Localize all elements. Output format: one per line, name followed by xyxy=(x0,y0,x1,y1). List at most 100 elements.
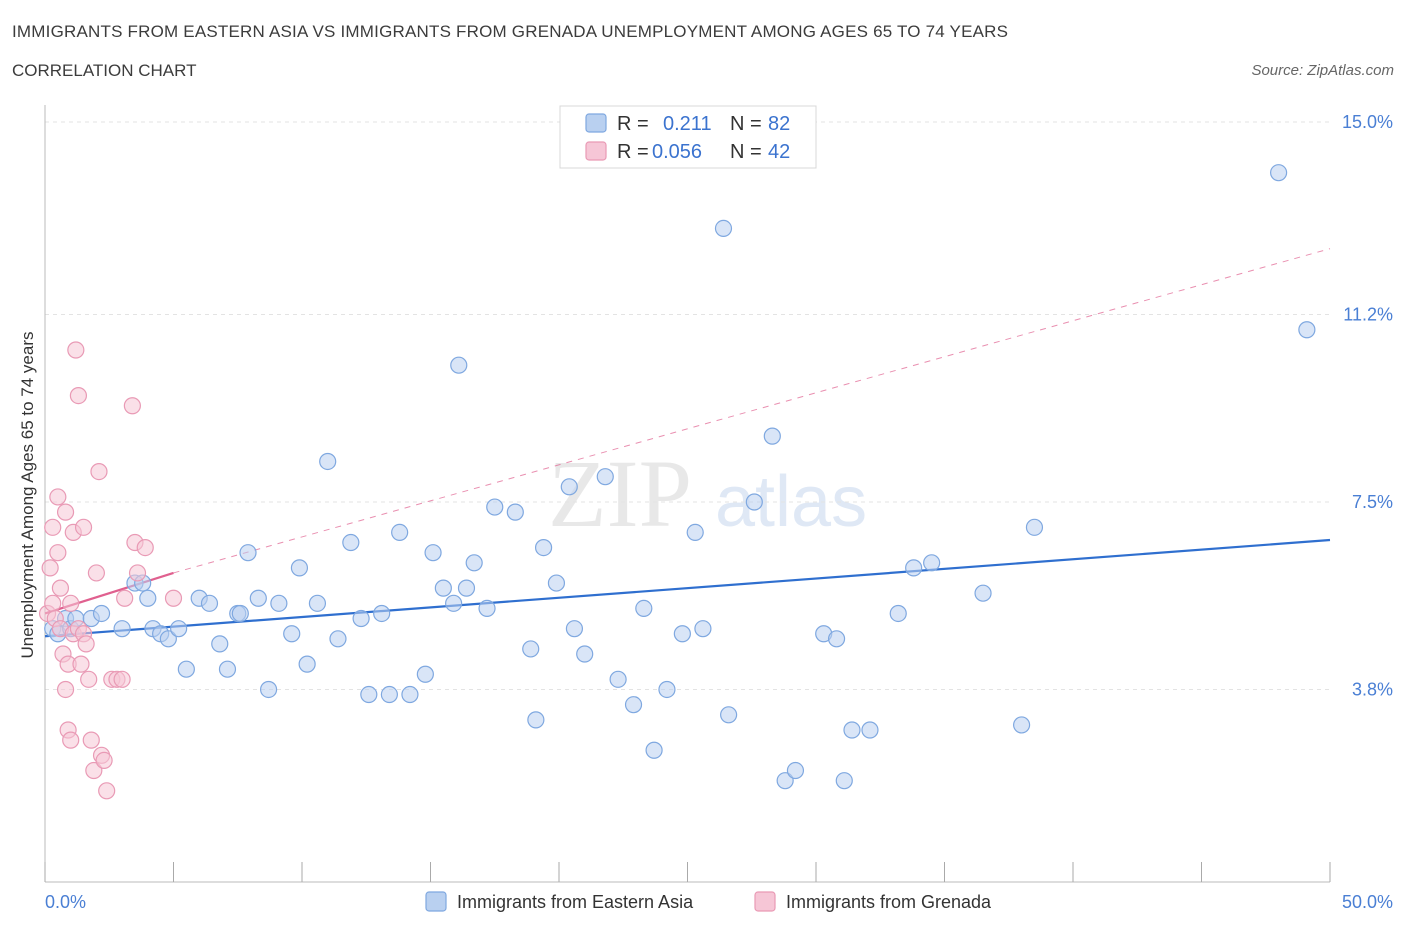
point-eastern-asia-40 xyxy=(424,544,442,562)
y-tick-labels: 3.8% 7.5% 11.2% 15.0% xyxy=(1342,112,1393,699)
point-eastern-asia-14 xyxy=(170,620,188,638)
point-eastern-asia-81 xyxy=(1025,518,1044,536)
point-eastern-asia-72 xyxy=(827,630,846,648)
point-eastern-asia-28 xyxy=(298,655,316,673)
point-eastern-asia-56 xyxy=(596,468,614,486)
point-eastern-asia-60 xyxy=(645,741,663,759)
point-eastern-asia-44 xyxy=(457,579,476,597)
point-eastern-asia-83 xyxy=(1298,321,1316,339)
chart-title: IMMIGRANTS FROM EASTERN ASIA VS IMMIGRAN… xyxy=(12,22,1009,41)
point-eastern-asia-49 xyxy=(522,640,540,658)
point-eastern-asia-58 xyxy=(624,696,643,714)
point-grenada-32 xyxy=(98,782,116,800)
point-grenada-27 xyxy=(85,761,103,780)
point-eastern-asia-21 xyxy=(231,604,249,623)
point-eastern-asia-70 xyxy=(786,761,805,780)
bottom-legend-label-eastern-asia: Immigrants from Eastern Asia xyxy=(457,892,694,912)
point-grenada-21 xyxy=(72,655,90,673)
point-eastern-asia-33 xyxy=(352,609,370,628)
legend-n-value-2: 42 xyxy=(768,141,790,163)
trend-line-grenada-extrapolated xyxy=(173,248,1331,574)
point-eastern-asia-75 xyxy=(861,721,879,739)
point-grenada-26 xyxy=(82,731,100,749)
legend-r-label-1: R = xyxy=(617,113,649,135)
point-eastern-asia-29 xyxy=(308,594,327,612)
point-grenada-28 xyxy=(87,564,106,582)
point-eastern-asia-30 xyxy=(319,452,337,471)
point-eastern-asia-68 xyxy=(763,427,781,445)
point-grenada-19 xyxy=(69,387,88,405)
point-eastern-asia-10 xyxy=(139,589,157,607)
point-eastern-asia-19 xyxy=(218,660,237,678)
point-eastern-asia-7 xyxy=(113,620,131,638)
point-eastern-asia-59 xyxy=(635,599,653,618)
point-grenada-2 xyxy=(44,518,62,536)
point-eastern-asia-66 xyxy=(720,706,738,724)
point-eastern-asia-17 xyxy=(200,594,219,612)
legend-r-value-1: 0.211 xyxy=(663,113,712,135)
point-eastern-asia-82 xyxy=(1269,164,1288,182)
point-eastern-asia-76 xyxy=(889,604,907,623)
chart-subtitle: CORRELATION CHART xyxy=(12,61,197,80)
bottom-legend-label-grenada: Immigrants from Grenada xyxy=(786,892,992,912)
point-grenada-41 xyxy=(164,589,183,607)
top-legend: R = 0.211 N = 82 R = 0.056 N = 42 xyxy=(559,105,817,169)
legend-n-value-1: 82 xyxy=(768,113,790,135)
y-tick-label-1: 7.5% xyxy=(1352,492,1393,512)
bottom-legend-swatch-grenada xyxy=(754,891,776,912)
point-eastern-asia-57 xyxy=(609,670,627,688)
point-eastern-asia-73 xyxy=(835,772,853,790)
point-grenada-10 xyxy=(56,503,75,521)
point-eastern-asia-67 xyxy=(745,493,763,511)
point-grenada-36 xyxy=(116,589,134,607)
point-eastern-asia-48 xyxy=(506,503,524,521)
point-grenada-3 xyxy=(44,594,62,612)
point-grenada-5 xyxy=(49,544,67,562)
point-grenada-39 xyxy=(128,564,147,582)
legend-swatch-grenada xyxy=(585,141,607,161)
point-eastern-asia-77 xyxy=(905,559,923,577)
point-eastern-asia-65 xyxy=(714,219,733,237)
point-grenada-11 xyxy=(56,680,75,699)
data-points xyxy=(38,164,1316,800)
point-eastern-asia-69 xyxy=(776,772,794,790)
point-eastern-asia-51 xyxy=(534,538,553,557)
point-eastern-asia-24 xyxy=(259,680,278,699)
legend-r-label-2: R = xyxy=(617,141,649,163)
y-tick-label-0: 3.8% xyxy=(1352,679,1393,699)
axes xyxy=(44,105,1331,883)
point-eastern-asia-39 xyxy=(416,665,434,683)
point-eastern-asia-22 xyxy=(239,544,257,562)
point-eastern-asia-61 xyxy=(658,680,676,699)
point-eastern-asia-63 xyxy=(686,523,704,542)
point-eastern-asia-23 xyxy=(249,589,267,607)
legend-n-label-2: N = xyxy=(730,141,762,163)
point-grenada-14 xyxy=(62,731,80,749)
bottom-legend-swatch-eastern-asia xyxy=(425,891,447,912)
point-eastern-asia-18 xyxy=(211,635,229,653)
bottom-legend: Immigrants from Eastern Asia Immigrants … xyxy=(425,891,992,912)
point-eastern-asia-36 xyxy=(380,685,398,704)
y-tick-label-3: 15.0% xyxy=(1342,112,1393,132)
point-grenada-6 xyxy=(49,488,67,506)
point-eastern-asia-53 xyxy=(560,478,578,496)
point-eastern-asia-55 xyxy=(576,645,594,663)
point-eastern-asia-13 xyxy=(159,630,177,648)
point-eastern-asia-43 xyxy=(450,356,468,374)
point-grenada-18 xyxy=(67,341,85,359)
point-eastern-asia-41 xyxy=(434,579,452,597)
point-grenada-1 xyxy=(41,559,59,577)
point-eastern-asia-79 xyxy=(974,584,992,602)
point-eastern-asia-31 xyxy=(329,630,347,648)
point-grenada-22 xyxy=(74,518,93,536)
point-grenada-24 xyxy=(77,635,95,653)
point-eastern-asia-37 xyxy=(391,523,409,542)
point-eastern-asia-62 xyxy=(673,625,691,643)
point-eastern-asia-80 xyxy=(1012,716,1031,734)
y-axis-label: Unemployment Among Ages 65 to 74 years xyxy=(18,332,37,659)
point-eastern-asia-34 xyxy=(360,685,378,704)
legend-r-value-2: 0.056 xyxy=(652,141,702,163)
point-eastern-asia-78 xyxy=(923,554,941,572)
point-grenada-31 xyxy=(95,751,113,770)
